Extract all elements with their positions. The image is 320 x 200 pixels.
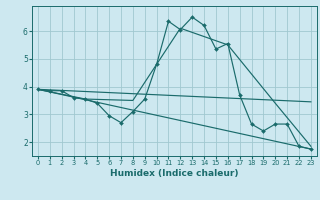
X-axis label: Humidex (Indice chaleur): Humidex (Indice chaleur): [110, 169, 239, 178]
